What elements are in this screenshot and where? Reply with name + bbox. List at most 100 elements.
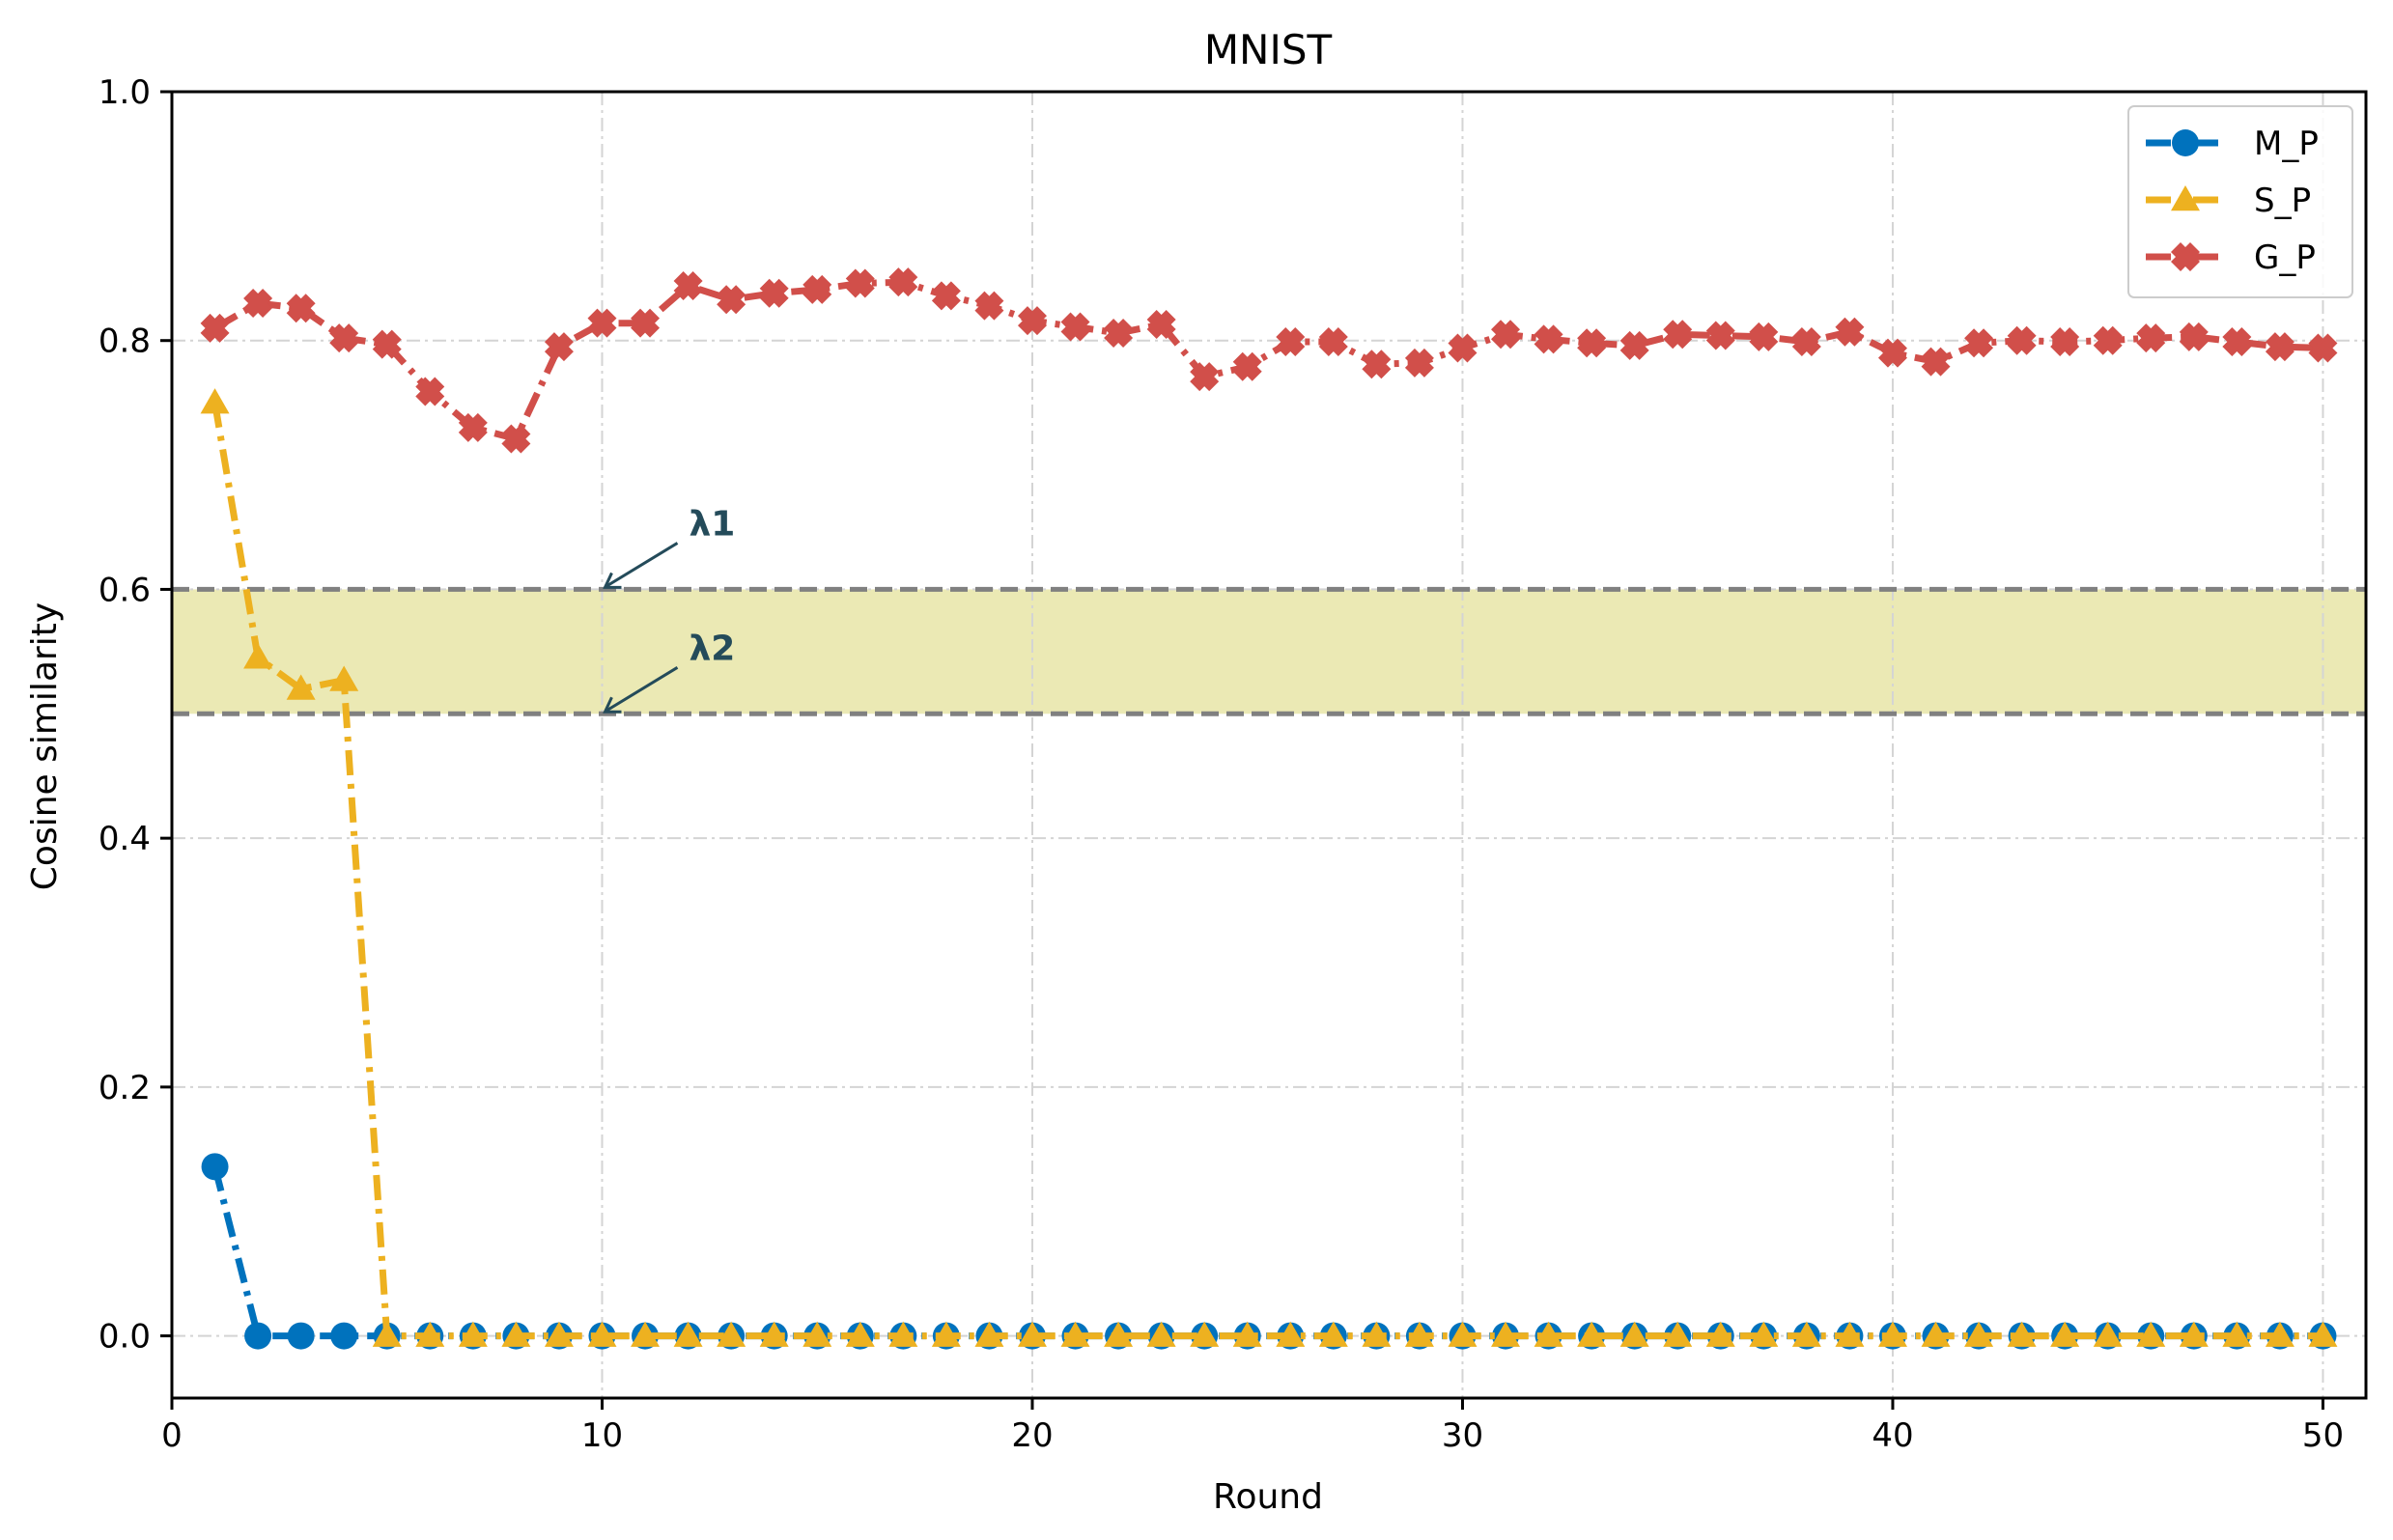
data-point bbox=[458, 412, 488, 442]
data-point bbox=[1663, 1321, 1693, 1347]
data-point bbox=[1964, 328, 1994, 358]
y-axis-label: Cosine similarity bbox=[25, 602, 65, 890]
data-point bbox=[1104, 318, 1134, 348]
data-point bbox=[1448, 1321, 1478, 1347]
data-point bbox=[1146, 1321, 1176, 1347]
data-point bbox=[1491, 1321, 1521, 1347]
y-tick-label: 1.0 bbox=[99, 73, 151, 112]
data-point bbox=[717, 1321, 746, 1347]
data-point bbox=[330, 1322, 358, 1350]
data-point bbox=[1190, 362, 1220, 392]
data-point bbox=[2136, 323, 2166, 353]
data-point bbox=[372, 1321, 402, 1347]
data-point bbox=[974, 291, 1004, 321]
legend: M_P S_P G_P bbox=[2127, 105, 2353, 298]
data-point bbox=[243, 643, 273, 669]
data-point bbox=[2050, 1321, 2080, 1347]
annotation-arrowhead-1 bbox=[603, 572, 622, 589]
data-point bbox=[2093, 325, 2123, 355]
data-point bbox=[1276, 1321, 1306, 1347]
data-point bbox=[415, 1321, 445, 1347]
legend-label-g-p: G_P bbox=[2254, 238, 2316, 277]
data-point bbox=[1146, 309, 1176, 339]
data-point bbox=[1705, 321, 1735, 350]
y-tick-label: 0.8 bbox=[99, 322, 151, 361]
data-point bbox=[931, 1321, 961, 1347]
data-point bbox=[631, 1321, 661, 1347]
plot-area: λ1 λ2 0 10 20 30 40 50 0.0 0.2 0.4 0.6 0.8 1.0 bbox=[99, 73, 2368, 1455]
data-point bbox=[286, 294, 316, 323]
x-tick-label: 10 bbox=[581, 1416, 623, 1455]
data-point bbox=[329, 665, 359, 691]
data-point bbox=[1577, 328, 1607, 358]
data-point bbox=[2007, 325, 2037, 355]
data-point bbox=[1705, 1321, 1735, 1347]
data-point bbox=[2171, 185, 2200, 211]
data-point bbox=[888, 267, 918, 297]
series-markers-g-p bbox=[200, 267, 2338, 454]
data-point bbox=[845, 268, 875, 298]
legend-label-s-p: S_P bbox=[2254, 182, 2311, 220]
data-point bbox=[1964, 1321, 1994, 1347]
annotation-arrow-1 bbox=[605, 542, 679, 588]
x-tick-label: 40 bbox=[1872, 1416, 1913, 1455]
x-tick-label: 50 bbox=[2302, 1416, 2344, 1455]
data-point bbox=[1749, 1321, 1779, 1347]
y-tick-label: 0.2 bbox=[99, 1069, 151, 1107]
data-point bbox=[845, 1321, 875, 1347]
data-point bbox=[1619, 330, 1649, 360]
data-point bbox=[2308, 333, 2338, 363]
data-point bbox=[2171, 242, 2200, 271]
axes-frame bbox=[170, 90, 2368, 1400]
data-point bbox=[802, 274, 832, 304]
data-point bbox=[544, 1321, 574, 1347]
data-point bbox=[673, 271, 703, 301]
data-point bbox=[2050, 327, 2080, 357]
data-point bbox=[1362, 1321, 1392, 1347]
data-point bbox=[2136, 1321, 2166, 1347]
data-point bbox=[2179, 322, 2209, 351]
annotation-label-2: λ2 bbox=[689, 629, 735, 668]
data-point bbox=[544, 332, 574, 362]
data-point bbox=[2007, 1321, 2037, 1347]
y-tick-label: 0.4 bbox=[99, 820, 151, 858]
annotation-arrow-2 bbox=[605, 666, 679, 713]
data-point bbox=[1791, 1321, 1821, 1347]
data-point bbox=[1190, 1321, 1220, 1347]
annotation-label-1: λ1 bbox=[689, 504, 735, 544]
data-point bbox=[1318, 327, 1348, 357]
data-point bbox=[1835, 1321, 1865, 1347]
data-point bbox=[2308, 1321, 2338, 1347]
data-point bbox=[1491, 320, 1521, 350]
chart-title: MNIST bbox=[1204, 26, 1333, 73]
data-point bbox=[1835, 317, 1865, 347]
data-point bbox=[458, 1321, 488, 1347]
data-point bbox=[759, 278, 789, 308]
data-point bbox=[2222, 327, 2252, 357]
data-point bbox=[372, 329, 402, 359]
data-point bbox=[1060, 1321, 1090, 1347]
threshold-band bbox=[172, 589, 2366, 714]
y-tick-label: 0.0 bbox=[99, 1318, 151, 1357]
data-point bbox=[1017, 1321, 1047, 1347]
data-point bbox=[888, 1321, 918, 1347]
data-point bbox=[1619, 1321, 1649, 1347]
data-point bbox=[1921, 347, 1951, 377]
annotation-arrowhead-2 bbox=[603, 696, 622, 714]
data-point bbox=[2265, 332, 2294, 362]
data-point bbox=[717, 285, 746, 315]
legend-label-m-p: M_P bbox=[2254, 125, 2319, 163]
data-point bbox=[1791, 327, 1821, 357]
data-point bbox=[501, 1321, 531, 1347]
data-point bbox=[1104, 1321, 1134, 1347]
data-point bbox=[1534, 324, 1563, 354]
data-point bbox=[1448, 333, 1478, 363]
data-point bbox=[587, 1321, 617, 1347]
data-point bbox=[2179, 1321, 2209, 1347]
series-markers-s-p bbox=[200, 388, 2338, 1347]
data-point bbox=[1577, 1321, 1607, 1347]
data-point bbox=[1404, 348, 1434, 378]
data-point bbox=[1060, 312, 1090, 342]
